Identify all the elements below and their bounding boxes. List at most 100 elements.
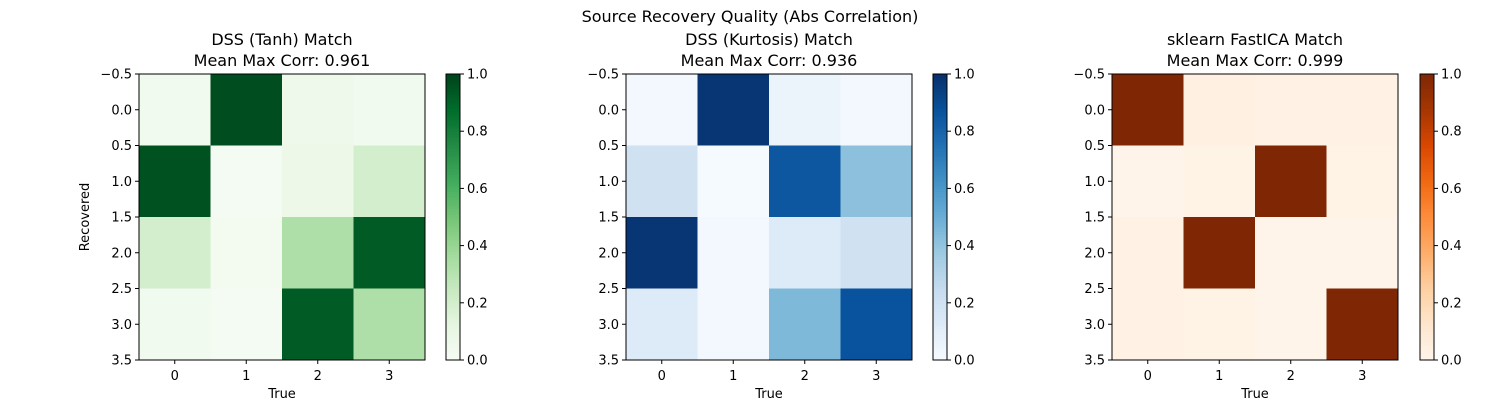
colorbar-segment (446, 219, 460, 224)
colorbar-segment (446, 191, 460, 195)
colorbar-segment (446, 105, 460, 109)
colorbar: 0.0 0.2 0.4 0.6 0.8 1.0 (932, 68, 975, 369)
colorbar-segment (446, 188, 460, 192)
colorbar-segment (1420, 102, 1434, 107)
colorbar-tick-label: 0.2 (1441, 296, 1462, 311)
colorbar-segment (446, 88, 460, 92)
colorbar-segment (933, 134, 947, 138)
x-tick-label: 3 (1358, 369, 1366, 384)
heatmap-panel-2: sklearn FastICA Match Mean Max Corr: 0.99… (1073, 30, 1461, 400)
y-tick-label: 0.5 (1084, 139, 1105, 154)
colorbar-segment (446, 165, 460, 169)
colorbar-segment (933, 174, 947, 178)
colorbar-segment (933, 179, 947, 184)
panel-subtitle: Mean Max Corr: 0.936 (681, 51, 858, 70)
colorbar-segment (1420, 96, 1434, 101)
colorbar-segment (1420, 259, 1434, 264)
colorbar-segment (1420, 228, 1434, 232)
colorbar-tick-label: 0.8 (467, 125, 488, 140)
colorbar-segment (1420, 225, 1434, 230)
colorbar-segment (1420, 142, 1434, 147)
colorbar-segment (933, 125, 947, 129)
colorbar-segment (1420, 271, 1434, 275)
colorbar-segment (446, 354, 460, 358)
colorbar-segment (446, 271, 460, 275)
colorbar-segment (446, 208, 460, 212)
colorbar-segment (1420, 171, 1434, 175)
colorbar-segment (933, 271, 947, 275)
colorbar-tick-label: 0.0 (467, 354, 488, 369)
colorbar-segment (446, 248, 460, 252)
y-tick-label: 3.5 (598, 354, 619, 369)
colorbar-segment (1420, 305, 1434, 310)
colorbar-segment (1420, 217, 1434, 221)
colorbar-segment (446, 317, 460, 321)
colorbar-segment (933, 182, 947, 187)
y-tick-label: 1.0 (111, 175, 132, 190)
heatmap-cell-r0-c1 (1183, 74, 1256, 146)
colorbar-segment (446, 228, 460, 232)
colorbar-segment (446, 128, 460, 132)
x-tick-label: 1 (1215, 369, 1223, 384)
colorbar-segment (446, 348, 460, 353)
colorbar-segment (1420, 245, 1434, 250)
colorbar-segment (446, 259, 460, 264)
colorbar-segment (446, 214, 460, 218)
colorbar-segment (1420, 288, 1434, 292)
colorbar-segment (933, 131, 947, 135)
colorbar-segment (933, 345, 947, 350)
colorbar-segment (1420, 99, 1434, 104)
colorbar-segment (446, 288, 460, 292)
colorbar-segment (1420, 231, 1434, 235)
colorbar-segment (446, 199, 460, 204)
colorbar-segment (933, 154, 947, 158)
colorbar-segment (933, 102, 947, 107)
heatmap-cell-r3-c2 (769, 288, 841, 361)
colorbar-segment (1420, 317, 1434, 321)
heatmap-cell-r1-c3 (1326, 145, 1399, 218)
colorbar-segment (446, 277, 460, 281)
colorbar-segment (933, 79, 947, 84)
colorbar-segment (933, 151, 947, 155)
colorbar-segment (446, 79, 460, 84)
colorbar-segment (1420, 165, 1434, 169)
colorbar-segment (446, 331, 460, 335)
colorbar-segment (1420, 151, 1434, 155)
colorbar-segment (1420, 311, 1434, 315)
colorbar-segment (933, 257, 947, 261)
colorbar-segment (446, 154, 460, 158)
heatmap-cell-r1-c3 (353, 145, 426, 218)
colorbar-segment (1420, 119, 1434, 124)
colorbar-segment (1420, 176, 1434, 181)
colorbar-segment (933, 299, 947, 304)
heatmap-cell-r0-c0 (626, 74, 698, 146)
y-tick-label: 1.0 (1084, 175, 1105, 190)
colorbar-segment (446, 245, 460, 250)
y-tick-label: 1.5 (111, 211, 132, 226)
colorbar-segment (933, 294, 947, 298)
colorbar-tick-label: 0.6 (1441, 182, 1462, 197)
colorbar-segment (1420, 174, 1434, 178)
colorbar-segment (446, 217, 460, 221)
colorbar-segment (446, 202, 460, 207)
colorbar-segment (446, 136, 460, 141)
colorbar: 0.0 0.2 0.4 0.6 0.8 1.0 (445, 68, 488, 369)
colorbar-segment (933, 319, 947, 324)
colorbar-segment (446, 294, 460, 298)
colorbar-segment (446, 279, 460, 284)
colorbar-segment (446, 308, 460, 312)
x-axis-label: True (754, 387, 783, 400)
colorbar-segment (446, 194, 460, 198)
colorbar-segment (933, 237, 947, 241)
colorbar-segment (446, 337, 460, 341)
colorbar-segment (1420, 114, 1434, 118)
heatmap-cell-r0-c1 (697, 74, 770, 146)
colorbar-segment (446, 211, 460, 215)
colorbar-segment (933, 245, 947, 250)
colorbar-segment (446, 314, 460, 318)
colorbar-segment (1420, 222, 1434, 227)
y-tick-label: 2.5 (1084, 282, 1105, 297)
panel-title: sklearn FastICA Match (1167, 30, 1343, 49)
colorbar-segment (446, 122, 460, 127)
colorbar-segment (933, 142, 947, 147)
